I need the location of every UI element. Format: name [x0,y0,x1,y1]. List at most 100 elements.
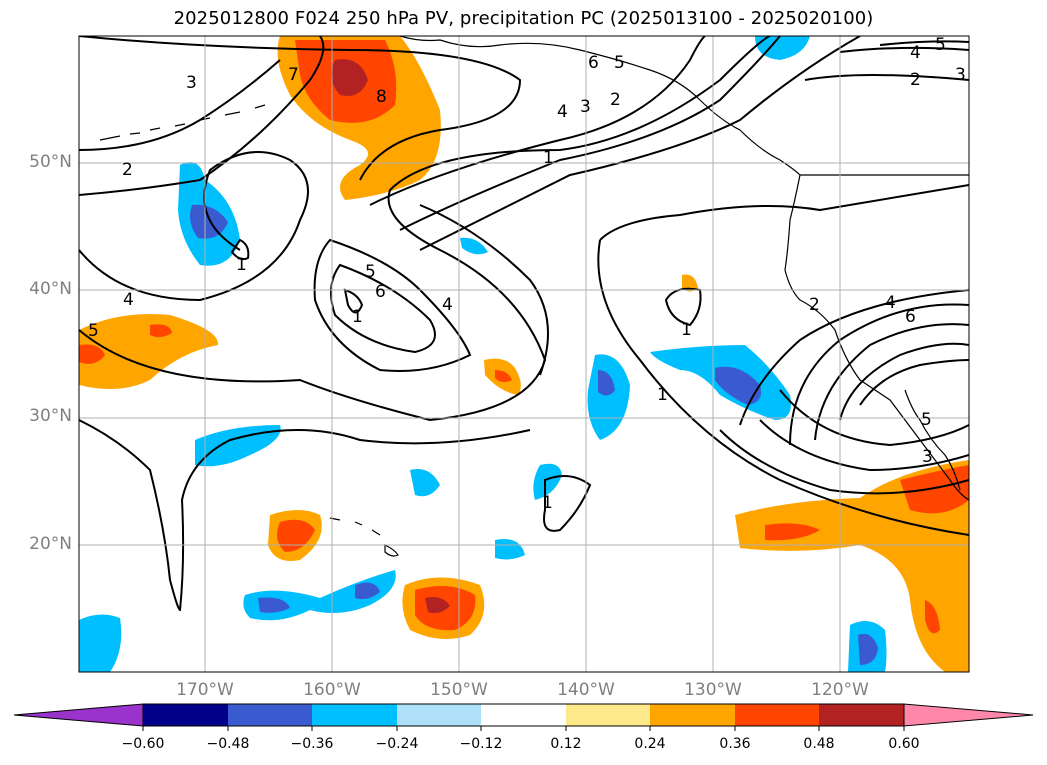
contour-label: 5 [365,262,376,282]
precip-negative-region [755,36,810,60]
contour-labels: 3 2 4 5 1 7 8 5 6 1 4 1 4 3 2 6 5 1 1 1 [88,35,966,513]
colorbar-extend-low [13,703,144,727]
pv-contour-line [599,184,969,241]
map-background [79,36,969,672]
precip-negative-region [195,425,281,467]
precip-shading [79,36,969,672]
colorbar-tick-label: 0.48 [803,736,835,752]
pv-contour-line [79,36,522,181]
contour-label: 1 [542,493,553,513]
contour-label: 1 [657,385,668,405]
map-frame [78,35,970,673]
contour-label: 5 [614,53,625,73]
contour-label: 3 [580,97,591,117]
lat-label-40n: 40°N [29,279,72,299]
colorbar-extend-high [903,703,1034,727]
pv-contour-line [343,288,364,314]
colorbar-segment [819,704,904,726]
lon-label-160w: 160°W [303,680,361,700]
coastlines [99,36,969,557]
contour-label: 1 [543,148,554,168]
contour-label: 4 [910,43,921,63]
colorbar-segment [481,704,566,726]
contour-label: 1 [236,255,247,275]
precip-strong-region [900,465,969,514]
colorbar-segment [143,704,228,726]
colorbar-segment [312,704,397,726]
contour-label: 1 [681,320,692,340]
colorbar-tick-label: 0.36 [719,736,751,752]
contour-label: 5 [921,410,932,430]
lon-label-120w: 120°W [811,680,869,700]
precip-negative-strong-region [598,370,615,396]
pv-contour-line [369,36,706,206]
pv-contour-line [859,359,969,406]
pv-contour-line [399,36,781,231]
lon-label-130w: 130°W [684,680,742,700]
contour-label: 7 [288,65,299,85]
contour-label: 4 [123,290,134,310]
colorbar-tick-label: −0.60 [121,736,165,752]
pv-contour-line [719,429,969,495]
contour-label: 2 [122,160,133,180]
pv-contour-line [79,59,281,151]
contour-label: 2 [809,295,820,315]
precip-strong-region [150,324,172,338]
colorbar-tick-label: 0.24 [634,736,666,752]
precip-negative-region [79,614,122,672]
precip-strong-region [495,370,512,383]
contour-label: 5 [88,321,99,341]
lat-label-30n: 30°N [29,406,72,426]
colorbar-segment [735,704,819,726]
precip-positive-region [682,274,698,292]
contour-label: 4 [442,295,453,315]
precip-negative-strong-region [258,597,290,613]
alaska-coastline [399,36,801,176]
north-america-coastline [784,174,969,501]
contour-label: 5 [935,35,946,55]
pv-contour-line [419,204,549,376]
pv-contour-line [543,475,592,532]
precip-negative-strong-region [190,204,228,239]
pv-contour-line [79,419,531,612]
colorbar-tick-label: 0.60 [888,736,920,752]
pv-contour-line [739,289,969,426]
precip-negative-region [460,237,488,255]
contour-label: 1 [352,307,363,327]
precip-negative-strong-region [858,633,878,665]
contour-label: 2 [910,70,921,90]
pv-contour-line [313,238,472,372]
pv-contour-line [839,46,969,53]
colorbar-segment [650,704,735,726]
precip-strong-region [925,600,940,634]
precip-negative-region [495,539,525,560]
precip-negative-strong-region [355,582,380,600]
contour-label: 6 [588,53,599,73]
gridlines [79,36,969,672]
pv-contour-line [804,74,969,81]
precip-negative-strong-region [715,366,762,405]
colorbar-frame [142,703,905,727]
contour-label: 3 [922,447,933,467]
pv-contour-line [597,239,969,536]
contour-label: 3 [186,73,197,93]
pv-contour-line [814,323,969,441]
colorbar-tick-label: −0.12 [459,736,503,752]
contour-label: 4 [885,293,896,313]
pv-contour-line [79,36,771,422]
contour-label: 4 [557,102,568,122]
hawaii-islands [329,517,399,557]
colorbar-segment [397,704,481,726]
precip-positive-region [79,314,219,389]
colorbar-segment [566,704,650,726]
contour-label: 6 [375,282,386,302]
lat-label-50n: 50°N [29,152,72,172]
precip-negative-region [533,463,562,500]
lon-label-150w: 150°W [430,680,488,700]
map-title: 2025012800 F024 250 hPa PV, precipitatio… [173,8,874,29]
colorbar [13,703,1034,731]
pv-contour-line [79,151,309,302]
baja-coastline [904,389,961,491]
